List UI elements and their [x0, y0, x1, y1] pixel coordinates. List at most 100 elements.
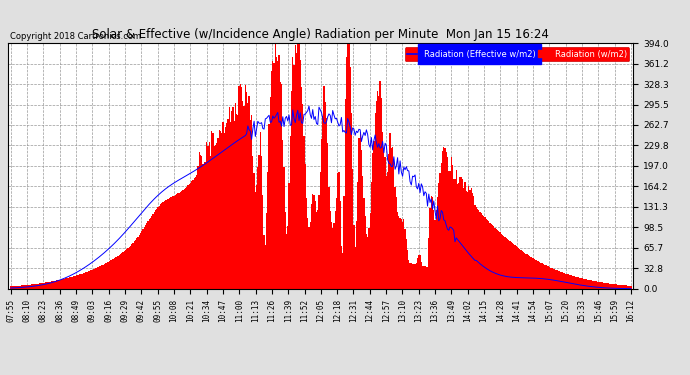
Bar	[565, 273, 566, 289]
Bar	[337, 173, 338, 289]
Bar	[568, 274, 569, 289]
Bar	[443, 147, 444, 289]
Bar	[270, 97, 271, 289]
Bar	[116, 256, 117, 289]
Bar	[330, 210, 331, 289]
Bar	[68, 278, 69, 289]
Bar	[319, 172, 321, 289]
Bar	[338, 171, 339, 289]
Bar	[177, 194, 179, 289]
Bar	[339, 201, 341, 289]
Bar	[426, 267, 427, 289]
Bar	[584, 279, 585, 289]
Bar	[539, 262, 540, 289]
Bar	[182, 190, 184, 289]
Bar	[215, 145, 216, 289]
Bar	[611, 284, 613, 289]
Bar	[372, 153, 373, 289]
Bar	[268, 124, 270, 289]
Bar	[484, 217, 486, 289]
Bar	[538, 261, 539, 289]
Bar	[437, 197, 438, 289]
Bar	[197, 166, 199, 289]
Bar	[614, 284, 615, 289]
Bar	[552, 268, 553, 289]
Bar	[398, 216, 400, 289]
Bar	[25, 285, 26, 289]
Bar	[196, 175, 197, 289]
Bar	[94, 268, 95, 289]
Bar	[335, 211, 336, 289]
Bar	[534, 259, 535, 289]
Bar	[544, 264, 546, 289]
Bar	[417, 258, 418, 289]
Bar	[573, 276, 574, 289]
Bar	[88, 271, 89, 289]
Bar	[170, 197, 171, 289]
Bar	[75, 276, 77, 289]
Bar	[607, 283, 608, 289]
Bar	[45, 282, 46, 289]
Bar	[574, 276, 575, 289]
Bar	[92, 269, 94, 289]
Bar	[297, 43, 298, 289]
Bar	[237, 116, 239, 289]
Bar	[184, 189, 185, 289]
Bar	[29, 285, 30, 289]
Bar	[559, 271, 560, 289]
Bar	[206, 142, 207, 289]
Bar	[453, 179, 454, 289]
Bar	[185, 188, 186, 289]
Bar	[256, 185, 257, 289]
Bar	[500, 234, 502, 289]
Bar	[34, 284, 35, 289]
Bar	[21, 285, 23, 289]
Bar	[70, 277, 71, 289]
Bar	[35, 284, 37, 289]
Bar	[80, 274, 81, 289]
Bar	[235, 103, 236, 289]
Bar	[152, 214, 154, 289]
Bar	[542, 263, 543, 289]
Bar	[20, 286, 21, 289]
Bar	[242, 101, 244, 289]
Bar	[135, 240, 136, 289]
Bar	[65, 278, 66, 289]
Bar	[193, 180, 194, 289]
Bar	[128, 248, 129, 289]
Bar	[180, 192, 181, 289]
Bar	[165, 200, 166, 289]
Bar	[549, 267, 551, 289]
Bar	[110, 261, 111, 289]
Bar	[442, 151, 443, 289]
Bar	[427, 267, 428, 289]
Bar	[295, 45, 296, 289]
Bar	[452, 165, 453, 289]
Bar	[377, 91, 378, 289]
Bar	[164, 201, 165, 289]
Bar	[290, 136, 291, 289]
Bar	[540, 262, 542, 289]
Bar	[37, 284, 39, 289]
Bar	[598, 282, 599, 289]
Bar	[462, 179, 463, 289]
Bar	[602, 282, 603, 289]
Bar	[225, 127, 226, 289]
Bar	[144, 227, 145, 289]
Bar	[103, 264, 104, 289]
Bar	[498, 231, 500, 289]
Bar	[246, 92, 247, 289]
Bar	[265, 245, 266, 289]
Bar	[288, 183, 290, 289]
Bar	[17, 286, 18, 289]
Bar	[57, 280, 59, 289]
Bar	[205, 162, 206, 289]
Bar	[121, 253, 122, 289]
Bar	[97, 267, 99, 289]
Bar	[468, 186, 469, 289]
Bar	[412, 264, 413, 289]
Bar	[322, 116, 324, 289]
Bar	[308, 226, 310, 289]
Bar	[40, 283, 41, 289]
Bar	[357, 182, 358, 289]
